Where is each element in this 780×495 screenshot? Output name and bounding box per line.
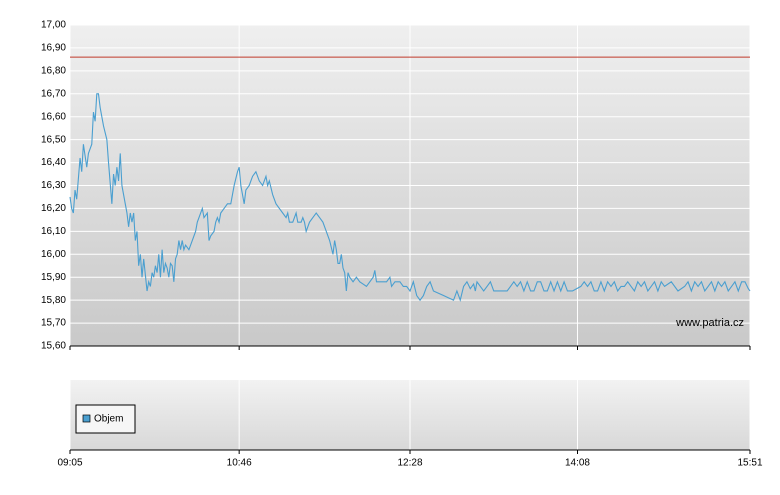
- price-line: [69, 93, 751, 303]
- y-tick-label: 16,60: [41, 111, 66, 122]
- y-tick-label: 17,00: [41, 20, 66, 31]
- watermark: www.patria.cz: [675, 317, 744, 329]
- x-tick-label: 10:46: [227, 458, 252, 469]
- marks: [69, 24, 751, 450]
- x-tick-label: 12:28: [397, 458, 422, 469]
- y-tick-label: 16,30: [41, 180, 66, 191]
- y-tick-label: 16,70: [41, 88, 66, 99]
- y-tick-label: 16,00: [41, 249, 66, 260]
- y-tick-label: 16,40: [41, 157, 66, 168]
- y-tick-label: 16,10: [41, 226, 66, 237]
- y-tick-label: 15,60: [41, 341, 66, 352]
- x-tick-label: 14:08: [565, 458, 590, 469]
- y-tick-label: 16,80: [41, 65, 66, 76]
- x-tick-label: 09:05: [57, 458, 82, 469]
- legend-swatch: [82, 414, 91, 423]
- y-tick-label: 15,70: [41, 318, 66, 329]
- y-tick-label: 15,90: [41, 272, 66, 283]
- y-tick-label: 16,90: [41, 43, 66, 54]
- x-tick-label: 15:51: [737, 458, 762, 469]
- y-tick-label: 15,80: [41, 295, 66, 306]
- legend-label: Objem: [94, 414, 123, 425]
- y-tick-label: 16,50: [41, 134, 66, 145]
- y-tick-label: 16,20: [41, 203, 66, 214]
